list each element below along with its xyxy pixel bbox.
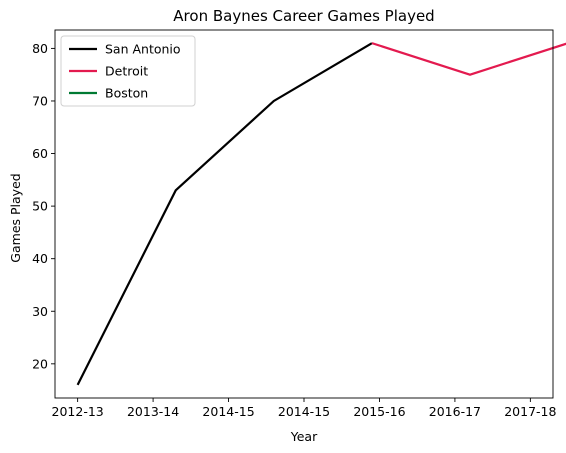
y-tick-label: 60 [32,146,48,161]
x-tick-label: 2017-18 [504,404,556,419]
x-tick-label: 2013-14 [127,404,179,419]
y-tick-label: 40 [32,251,48,266]
y-tick-label: 30 [32,304,48,319]
y-tick-label: 70 [32,93,48,108]
legend-label: Detroit [105,64,148,79]
x-axis-title: Year [290,429,318,444]
series-line-1 [371,42,566,76]
legend-box [60,35,196,107]
y-axis-title: Games Played [8,173,23,262]
axes-layer: 2012-13 2013-14 2014-15 2014-15 2015-16 2016-… [32,29,557,419]
x-tick-label: 2014-15 [202,404,254,419]
x-tick-label: 2012-13 [52,404,104,419]
legend: San Antonio Detroit Boston [60,35,196,107]
y-tick-label: 20 [32,356,48,371]
y-tick-label: 80 [32,41,48,56]
y-tick-label: 50 [32,199,48,214]
chart-title: Aron Baynes Career Games Played [173,7,434,25]
x-tick-label: 2016-17 [429,404,481,419]
series-line-0 [76,42,373,386]
legend-label: Boston [105,86,148,101]
x-tick-label: 2015-16 [353,404,405,419]
x-tick-label: 2014-15 [278,404,330,419]
series-layer [76,42,566,386]
legend-label: San Antonio [105,42,181,57]
